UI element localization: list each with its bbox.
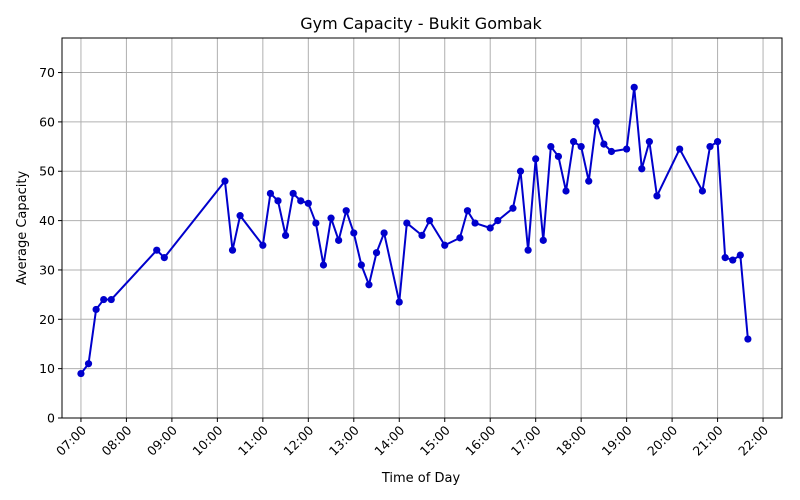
y-tick-label: 60	[39, 114, 55, 129]
y-tick-label: 30	[39, 262, 55, 277]
data-point	[729, 256, 737, 264]
data-point	[342, 207, 350, 215]
data-point	[297, 197, 305, 205]
data-point	[721, 254, 729, 262]
data-point	[638, 165, 646, 173]
data-point	[160, 254, 168, 262]
data-point	[486, 224, 494, 232]
data-point	[266, 189, 275, 198]
data-point	[259, 241, 267, 249]
y-tick-label: 20	[39, 312, 55, 327]
data-point	[463, 207, 472, 215]
data-point	[539, 236, 547, 244]
y-axis-ticks: 0 10 20 30 40 50 60 70	[39, 65, 62, 426]
series-layer	[77, 83, 752, 378]
x-axis-label: Time of Day	[381, 471, 461, 486]
x-tick-label: 07:00	[53, 422, 89, 458]
x-tick-label: 20:00	[644, 422, 680, 458]
data-point	[676, 145, 684, 153]
data-point	[372, 249, 381, 257]
series-line	[80, 86, 749, 375]
data-point	[395, 298, 403, 306]
y-tick-label: 50	[39, 164, 55, 179]
data-point	[425, 216, 434, 225]
y-tick-label: 10	[39, 361, 55, 376]
data-point	[585, 177, 593, 185]
data-point	[327, 214, 335, 222]
x-tick-label: 21:00	[690, 422, 726, 458]
data-point	[236, 212, 244, 220]
data-point	[289, 189, 297, 198]
y-tick-label: 0	[47, 411, 55, 426]
chart-title: Gym Capacity - Bukit Gombak	[300, 14, 542, 33]
data-point	[509, 204, 517, 212]
data-point	[357, 261, 365, 269]
data-point	[77, 369, 85, 378]
data-point	[107, 295, 115, 304]
x-tick-label: 09:00	[144, 422, 180, 458]
x-tick-label: 08:00	[98, 422, 134, 458]
x-tick-label: 18:00	[553, 422, 589, 458]
data-point	[494, 216, 502, 225]
x-axis-ticks: 07:00 08:00 09:00 10:00 11:00 12:00 13:00 14:00…	[53, 418, 771, 459]
data-point	[744, 335, 752, 343]
data-point	[562, 187, 570, 195]
data-point	[403, 219, 411, 227]
grid	[62, 38, 782, 419]
data-point	[441, 241, 449, 249]
x-tick-label: 12:00	[280, 422, 316, 458]
data-point	[607, 147, 616, 156]
x-tick-label: 15:00	[417, 422, 453, 458]
data-point	[281, 231, 290, 240]
x-tick-label: 17:00	[508, 422, 544, 458]
data-point	[645, 138, 653, 146]
data-point	[312, 219, 320, 227]
data-point	[221, 177, 229, 185]
data-point	[532, 155, 540, 163]
y-tick-label: 40	[39, 213, 55, 228]
plot-frame	[61, 37, 783, 419]
data-point	[600, 140, 608, 148]
data-point	[456, 234, 464, 242]
data-point	[524, 246, 532, 254]
data-point	[304, 199, 312, 207]
data-point	[380, 229, 388, 237]
data-point	[706, 142, 714, 151]
data-point	[84, 360, 93, 368]
data-point	[153, 246, 161, 254]
x-tick-label: 14:00	[371, 422, 407, 458]
data-point	[335, 236, 343, 244]
x-tick-label: 19:00	[599, 422, 635, 458]
data-point	[623, 145, 631, 153]
data-point	[365, 281, 373, 289]
data-point	[653, 192, 661, 200]
y-tick-label: 70	[39, 65, 55, 80]
data-point	[418, 231, 426, 240]
data-point	[350, 229, 358, 237]
data-point	[630, 83, 638, 91]
data-point	[274, 197, 282, 205]
data-point	[577, 142, 585, 151]
data-point	[554, 152, 563, 161]
data-point	[319, 261, 328, 269]
x-tick-label: 11:00	[235, 422, 271, 458]
data-point	[698, 187, 707, 195]
x-tick-label: 13:00	[326, 422, 362, 458]
x-tick-label: 16:00	[462, 422, 498, 458]
data-point	[736, 251, 744, 259]
x-tick-label: 22:00	[735, 422, 771, 458]
data-point	[92, 305, 100, 314]
data-point	[100, 295, 108, 304]
y-axis-label: Average Capacity	[15, 171, 30, 286]
data-point	[516, 167, 525, 175]
x-tick-label: 10:00	[189, 422, 225, 458]
data-point	[713, 138, 722, 146]
data-point	[471, 219, 479, 227]
data-point	[228, 246, 237, 254]
data-point	[592, 118, 600, 126]
data-point	[569, 138, 578, 146]
data-point	[547, 142, 555, 151]
